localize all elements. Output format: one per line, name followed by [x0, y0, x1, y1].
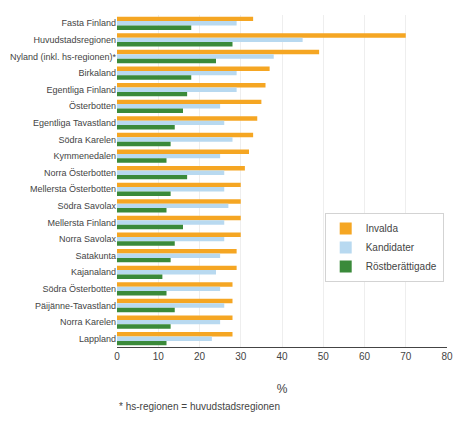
- svg-text:Satakunta: Satakunta: [75, 251, 116, 261]
- svg-text:Kandidater: Kandidater: [366, 242, 415, 253]
- svg-text:Österbotten: Österbotten: [69, 101, 116, 111]
- svg-text:Södra Österbotten: Södra Österbotten: [42, 284, 116, 294]
- svg-text:Norra Österbotten: Norra Österbotten: [44, 168, 116, 178]
- svg-text:Norra Karelen: Norra Karelen: [60, 317, 116, 327]
- svg-text:80: 80: [441, 351, 453, 362]
- svg-text:50: 50: [318, 351, 330, 362]
- svg-text:Södra Savolax: Södra Savolax: [57, 201, 116, 211]
- svg-text:0: 0: [114, 351, 120, 362]
- svg-text:Mellersta Österbotten: Mellersta Österbotten: [30, 184, 116, 194]
- svg-text:* hs-regionen = huvudstadsregi: * hs-regionen = huvudstadsregionen: [119, 401, 280, 412]
- svg-text:Egentliga Finland: Egentliga Finland: [46, 85, 116, 95]
- svg-text:30: 30: [235, 351, 247, 362]
- svg-text:Päijänne-Tavastland: Päijänne-Tavastland: [35, 301, 116, 311]
- svg-text:Mellersta Finland: Mellersta Finland: [47, 218, 116, 228]
- svg-text:%: %: [277, 382, 288, 396]
- svg-text:10: 10: [153, 351, 165, 362]
- svg-text:Södra Karelen: Södra Karelen: [58, 135, 116, 145]
- svg-text:Röstberättigade: Röstberättigade: [366, 261, 437, 272]
- svg-text:Egentliga Tavastland: Egentliga Tavastland: [33, 118, 116, 128]
- svg-text:70: 70: [400, 351, 412, 362]
- svg-text:Huvudstadsregionen: Huvudstadsregionen: [33, 35, 116, 45]
- svg-text:20: 20: [194, 351, 206, 362]
- svg-text:Fasta Finland: Fasta Finland: [61, 18, 116, 28]
- svg-text:Norra Savolax: Norra Savolax: [59, 234, 117, 244]
- svg-text:60: 60: [359, 351, 371, 362]
- svg-text:Nyland (inkl. hs-regionen)*: Nyland (inkl. hs-regionen)*: [10, 52, 117, 62]
- svg-text:Birkaland: Birkaland: [78, 68, 116, 78]
- svg-text:Kajanaland: Kajanaland: [71, 267, 116, 277]
- svg-text:Kymmenedalen: Kymmenedalen: [53, 151, 116, 161]
- svg-text:40: 40: [276, 351, 288, 362]
- svg-text:Lappland: Lappland: [79, 334, 116, 344]
- svg-text:Invalda: Invalda: [366, 223, 399, 234]
